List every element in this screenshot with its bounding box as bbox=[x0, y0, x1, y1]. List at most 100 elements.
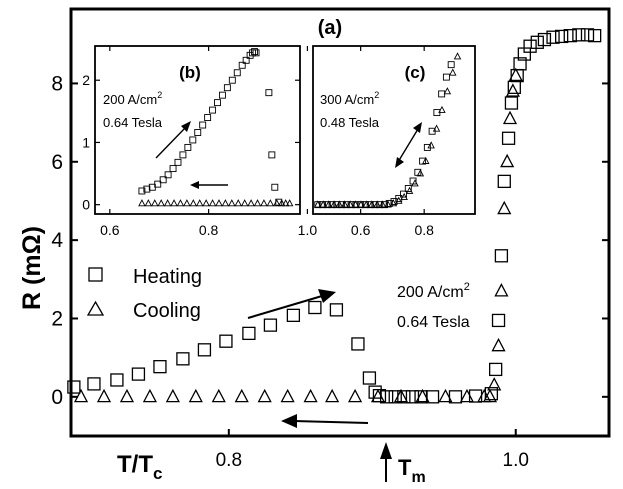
inset-c-triangle-point bbox=[357, 200, 365, 208]
inset-c-triangle-point bbox=[368, 200, 376, 208]
inset-b-square-point bbox=[271, 183, 279, 191]
legend-cooling-label: Cooling bbox=[133, 300, 201, 322]
inset-c-triangle-point bbox=[449, 68, 457, 76]
main-triangle-point bbox=[325, 388, 340, 403]
main-square-point bbox=[286, 308, 301, 322]
inset-c-triangle-point bbox=[432, 124, 441, 132]
inset-c-triangle-point bbox=[438, 105, 446, 113]
main-square-point bbox=[494, 249, 509, 263]
inset-b-triangle-point bbox=[189, 199, 198, 207]
main-square-point bbox=[523, 39, 537, 53]
inset-b-triangle-point bbox=[215, 199, 223, 207]
inset-b-triangle-point bbox=[247, 199, 255, 207]
inset-b-square-point bbox=[164, 171, 172, 179]
inset-c-triangle-point bbox=[384, 200, 392, 208]
main-square-point bbox=[153, 360, 167, 374]
inset-c-square-point bbox=[400, 190, 407, 198]
main-square-point bbox=[219, 334, 233, 348]
inset-b-triangle-point bbox=[228, 199, 236, 207]
main-triangle-point bbox=[370, 388, 386, 403]
main-square-point bbox=[176, 352, 190, 366]
inset-c-triangle-point bbox=[400, 192, 408, 201]
main-square-point bbox=[468, 389, 483, 403]
inset-c-triangle-point bbox=[324, 200, 333, 208]
main-triangle-point bbox=[438, 388, 453, 403]
inset-c-triangle-point bbox=[405, 186, 414, 194]
inset-b-triangle-point bbox=[281, 199, 290, 207]
inset-c-triangle-point bbox=[395, 196, 403, 204]
inset-b-x-tick-label: 1.0 bbox=[298, 222, 318, 238]
inset-b-square-point bbox=[179, 151, 187, 159]
main-triangle-point bbox=[234, 388, 249, 403]
inset-b-triangle-point bbox=[234, 199, 242, 207]
inset-c-label: (c) bbox=[405, 63, 426, 82]
inset-b-triangle-point bbox=[202, 199, 210, 207]
inset-b-square-point bbox=[199, 121, 207, 129]
main-triangle-point bbox=[188, 388, 203, 403]
main-plot-frame bbox=[69, 7, 611, 438]
inset-b-square-point bbox=[233, 69, 241, 77]
inset-c-triangle-point bbox=[351, 200, 360, 208]
main-triangle-point bbox=[142, 388, 157, 403]
inset-c-triangle-point bbox=[389, 199, 398, 207]
main-square-point bbox=[242, 326, 256, 341]
inset-c-plot: 0.6 0.8 bbox=[314, 46, 462, 238]
main-x-tick-label: 1.0 bbox=[503, 450, 529, 471]
main-square-point bbox=[572, 28, 586, 42]
inset-c-field: 0.48 Tesla bbox=[320, 115, 380, 130]
inset-b-triangle-point bbox=[260, 199, 268, 207]
inset-c-square-point bbox=[447, 61, 455, 69]
main-triangle-point bbox=[280, 388, 295, 403]
main-triangle-point bbox=[459, 388, 475, 403]
inset-c-triangle-point bbox=[314, 200, 322, 208]
inset-b-triangle-point bbox=[183, 199, 191, 207]
main-square-point bbox=[263, 318, 278, 332]
inset-b-triangle-point bbox=[144, 199, 153, 207]
inset-b-cooling-arrow bbox=[190, 181, 228, 189]
main-y-tick-label: 2 bbox=[51, 307, 63, 330]
inset-b-triangle-point bbox=[266, 199, 275, 207]
main-triangle-point bbox=[487, 377, 502, 391]
main-triangle-point bbox=[257, 388, 272, 403]
main-square-point bbox=[87, 377, 101, 391]
x-axis-label: T/Tc bbox=[117, 451, 162, 483]
inset-b-field: 0.64 Tesla bbox=[103, 115, 163, 130]
inset-b-square-point bbox=[174, 158, 182, 166]
inset-b-triangle-point bbox=[157, 199, 165, 207]
main-square-point bbox=[491, 313, 506, 328]
legend-cooling-marker bbox=[86, 300, 105, 316]
inset-c-square-point bbox=[404, 185, 412, 192]
main-triangle-point bbox=[502, 110, 518, 125]
legend-heating-marker bbox=[88, 267, 103, 282]
inset-b-triangle-point bbox=[277, 199, 286, 207]
main-y-tick-label: 8 bbox=[51, 72, 63, 95]
main-square-point bbox=[131, 367, 146, 381]
inset-b-square-point bbox=[214, 99, 221, 107]
inset-b-square-point bbox=[265, 89, 273, 97]
inset-c-triangle-point bbox=[373, 200, 381, 208]
main-triangle-point bbox=[96, 388, 112, 403]
inset-b-heating-arrow bbox=[155, 121, 191, 159]
inset-b-square-point bbox=[204, 114, 212, 122]
inset-c-triangle-point bbox=[411, 179, 419, 187]
inset-b-triangle-point bbox=[208, 199, 217, 207]
inset-b-y-tick-label: 1 bbox=[82, 134, 90, 150]
main-triangle-point bbox=[165, 388, 180, 403]
inset-b-triangle-point bbox=[285, 199, 294, 207]
main-square-point bbox=[504, 96, 519, 110]
main-square-point bbox=[501, 131, 516, 145]
inset-b-current: 200 A/cm2 bbox=[103, 90, 162, 107]
main-square-point bbox=[351, 337, 365, 351]
inset-c-x-tick-label: 0.6 bbox=[351, 222, 371, 238]
inset-b-triangle-point bbox=[176, 199, 185, 207]
inset-c-triangle-point bbox=[319, 200, 327, 208]
main-square-point bbox=[67, 380, 81, 394]
inset-b-label: (b) bbox=[179, 63, 201, 82]
inset-b-square-point bbox=[154, 180, 162, 188]
main-triangle-point bbox=[494, 283, 509, 297]
inset-c-triangle-point bbox=[453, 52, 462, 60]
inset-c-square-point bbox=[371, 201, 379, 209]
inset-b-square-point bbox=[138, 187, 146, 195]
heating-direction-arrow bbox=[247, 289, 336, 319]
inset-c-square-point bbox=[338, 201, 346, 209]
